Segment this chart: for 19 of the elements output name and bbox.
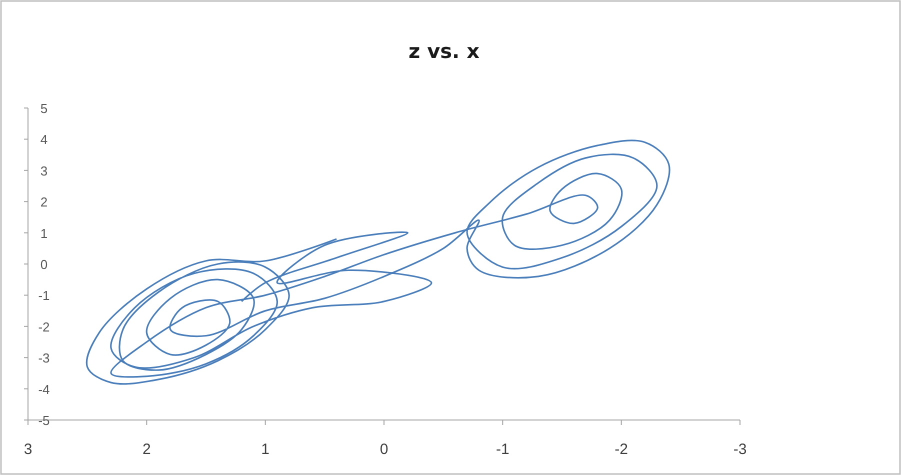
x-tick-label: -2 bbox=[614, 441, 628, 458]
y-tick-label: 0 bbox=[40, 257, 48, 272]
x-tick-label: -3 bbox=[733, 441, 747, 458]
x-tick-label: 3 bbox=[24, 441, 32, 458]
y-tick-label: -5 bbox=[38, 413, 50, 428]
y-tick-label: -4 bbox=[38, 382, 50, 397]
x-tick-label: 1 bbox=[261, 441, 270, 458]
y-tick-label: -3 bbox=[38, 350, 50, 366]
y-tick-label: -2 bbox=[38, 319, 50, 334]
y-tick-label: 3 bbox=[40, 163, 48, 178]
x-tick-label: -1 bbox=[496, 441, 510, 458]
x-tick-label: 2 bbox=[142, 441, 151, 458]
y-tick-label: 4 bbox=[40, 132, 48, 148]
y-tick-label: 5 bbox=[40, 101, 48, 116]
chart-title: z vs. x bbox=[408, 39, 480, 63]
y-tick-label: -1 bbox=[38, 288, 50, 304]
y-tick-label: 1 bbox=[40, 226, 48, 241]
x-tick-label: 0 bbox=[380, 441, 388, 458]
y-tick-label: 2 bbox=[40, 194, 48, 210]
